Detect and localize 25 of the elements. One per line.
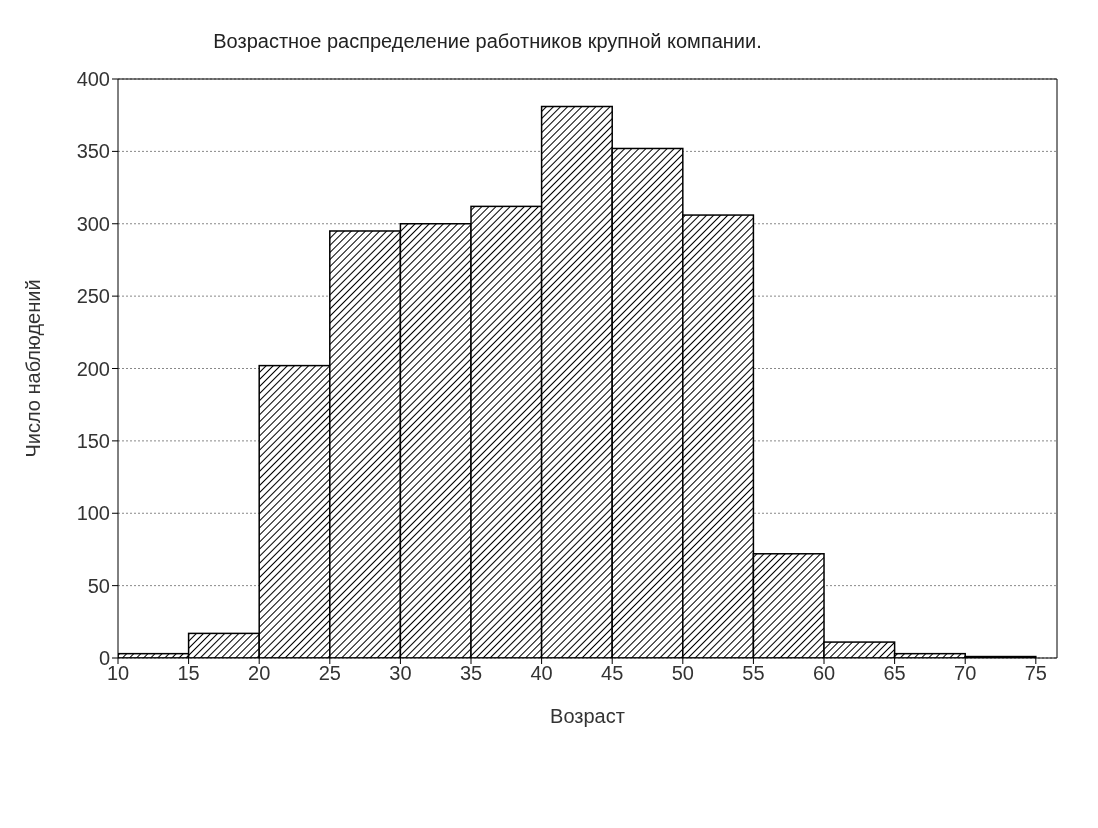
y-tick-label: 0 — [98, 647, 110, 670]
x-tick-label: 20 — [248, 662, 271, 685]
x-tick-label: 60 — [812, 662, 836, 685]
x-tick-label: 30 — [389, 662, 412, 685]
y-tick-label: 300 — [76, 212, 110, 235]
y-tick-label: 50 — [87, 574, 110, 597]
y-tick-label: 250 — [76, 285, 110, 308]
x-tick-label: 75 — [1024, 662, 1047, 685]
x-tick-label: 15 — [177, 662, 200, 685]
y-tick-label: 100 — [76, 502, 110, 525]
x-tick-label: 70 — [954, 662, 977, 685]
x-tick-label: 45 — [601, 662, 624, 685]
chart-title: Возрастное распределение работников крупной компании. — [212, 30, 763, 53]
y-tick-label: 150 — [76, 429, 110, 452]
y-tick-label: 350 — [76, 140, 110, 163]
x-axis-title: Возраст — [550, 705, 625, 727]
x-tick-label: 35 — [459, 662, 483, 685]
x-tick-label: 55 — [742, 662, 765, 685]
x-tick-label: 65 — [883, 662, 906, 685]
x-tick-label: 40 — [530, 662, 553, 685]
y-axis-title: Число наблюдений — [22, 279, 45, 458]
x-tick-label: 50 — [671, 662, 694, 685]
y-tick-label: 400 — [76, 68, 110, 91]
y-tick-label: 200 — [76, 357, 110, 380]
x-tick-label: 25 — [318, 662, 341, 685]
